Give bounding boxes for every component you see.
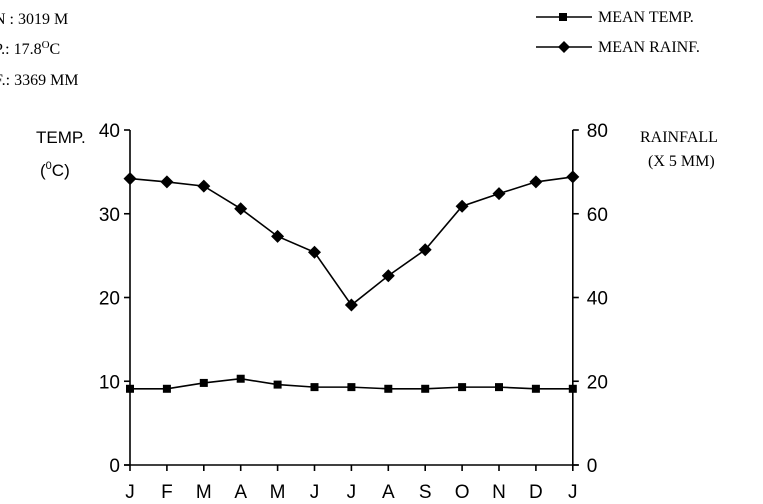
right-tick-label-1: 20 xyxy=(587,372,608,393)
right-tick-label-4: 80 xyxy=(587,121,608,142)
left-tick-label-1: 10 xyxy=(99,372,120,393)
x-tick-label-6: J xyxy=(347,482,357,503)
rainfall-annotation: F.: 3369 MM xyxy=(0,72,79,89)
temp-point xyxy=(495,383,503,392)
left-axis-unit: (0C) xyxy=(40,160,70,180)
left-tick-label-2: 20 xyxy=(99,289,120,310)
series-square xyxy=(126,374,577,393)
mean-temp-annotation: P.: 17.8OC xyxy=(0,39,60,58)
temp-point xyxy=(347,383,356,392)
left-axis-unit-sup: 0 xyxy=(46,160,52,172)
right-tick-label-3: 60 xyxy=(587,205,608,226)
x-tick-label-7: A xyxy=(382,482,395,503)
rainfall-point xyxy=(566,170,580,184)
x-tick-label-4: M xyxy=(270,482,286,503)
right-axis-title: RAINFALL xyxy=(640,129,718,146)
temp-point xyxy=(384,384,393,393)
x-tick-label-1: F xyxy=(161,482,173,503)
station-annotations: N : 3019 M P.: 17.8OC F.: 3369 MM xyxy=(0,11,79,89)
rainfall-point xyxy=(271,229,285,243)
degree-sign: O xyxy=(42,39,50,51)
legend-marker-square xyxy=(559,13,567,21)
series-layer xyxy=(123,170,580,393)
x-tick-label-0: J xyxy=(125,482,135,503)
x-tick-label-5: J xyxy=(310,482,320,503)
left-axis-unit-open: ( xyxy=(40,161,46,180)
left-tick-label-3: 30 xyxy=(99,205,120,226)
legend-marker-diamond xyxy=(558,41,570,53)
temp-point xyxy=(568,384,577,393)
x-tick-label-9: O xyxy=(455,482,470,503)
left-tick-label-4: 40 xyxy=(99,121,120,142)
temp-point xyxy=(126,384,134,393)
rainfall-point xyxy=(234,202,248,216)
temp-point xyxy=(531,384,540,393)
rainfall-point xyxy=(492,187,506,201)
right-tick-label-0: 0 xyxy=(587,456,598,477)
temp-point xyxy=(162,384,171,393)
temp-point xyxy=(199,378,208,387)
temp-point xyxy=(310,383,319,392)
series-line-1 xyxy=(129,176,573,307)
left-axis-unit-close: C) xyxy=(52,161,70,180)
temp-point xyxy=(236,374,245,383)
legend: MEAN TEMP. MEAN RAINF. xyxy=(536,9,700,56)
left-tick-label-0: 0 xyxy=(109,456,120,477)
rainfall-point xyxy=(123,172,137,186)
celsius-unit: C xyxy=(50,41,61,58)
elevation-annotation: N : 3019 M xyxy=(0,11,68,28)
x-tick-label-10: N xyxy=(492,482,506,503)
rainfall-point xyxy=(197,179,211,193)
rainfall-point xyxy=(455,199,469,213)
legend-label-1: MEAN RAINF. xyxy=(598,39,700,56)
temp-point xyxy=(458,383,467,392)
rainfall-point xyxy=(381,269,395,283)
temp-point xyxy=(421,384,430,393)
x-tick-label-11: D xyxy=(529,482,543,503)
temp-point xyxy=(273,380,282,389)
series-diamond xyxy=(123,170,580,312)
rainfall-point xyxy=(160,175,174,189)
rainfall-point xyxy=(344,298,358,312)
x-tick-label-2: M xyxy=(196,482,212,503)
x-tick-label-12: J xyxy=(568,482,578,503)
x-tick-label-3: A xyxy=(234,482,247,503)
rainfall-point xyxy=(529,175,543,189)
right-tick-label-2: 40 xyxy=(587,289,608,310)
left-axis-title: TEMP. xyxy=(36,128,86,147)
legend-label-0: MEAN TEMP. xyxy=(598,9,694,26)
mean-temp-value: P.: 17.8 xyxy=(0,41,42,58)
x-tick-label-8: S xyxy=(419,482,432,503)
right-axis-unit: (X 5 MM) xyxy=(648,153,715,170)
rainfall-point xyxy=(308,245,321,259)
rainfall-point xyxy=(418,243,432,257)
